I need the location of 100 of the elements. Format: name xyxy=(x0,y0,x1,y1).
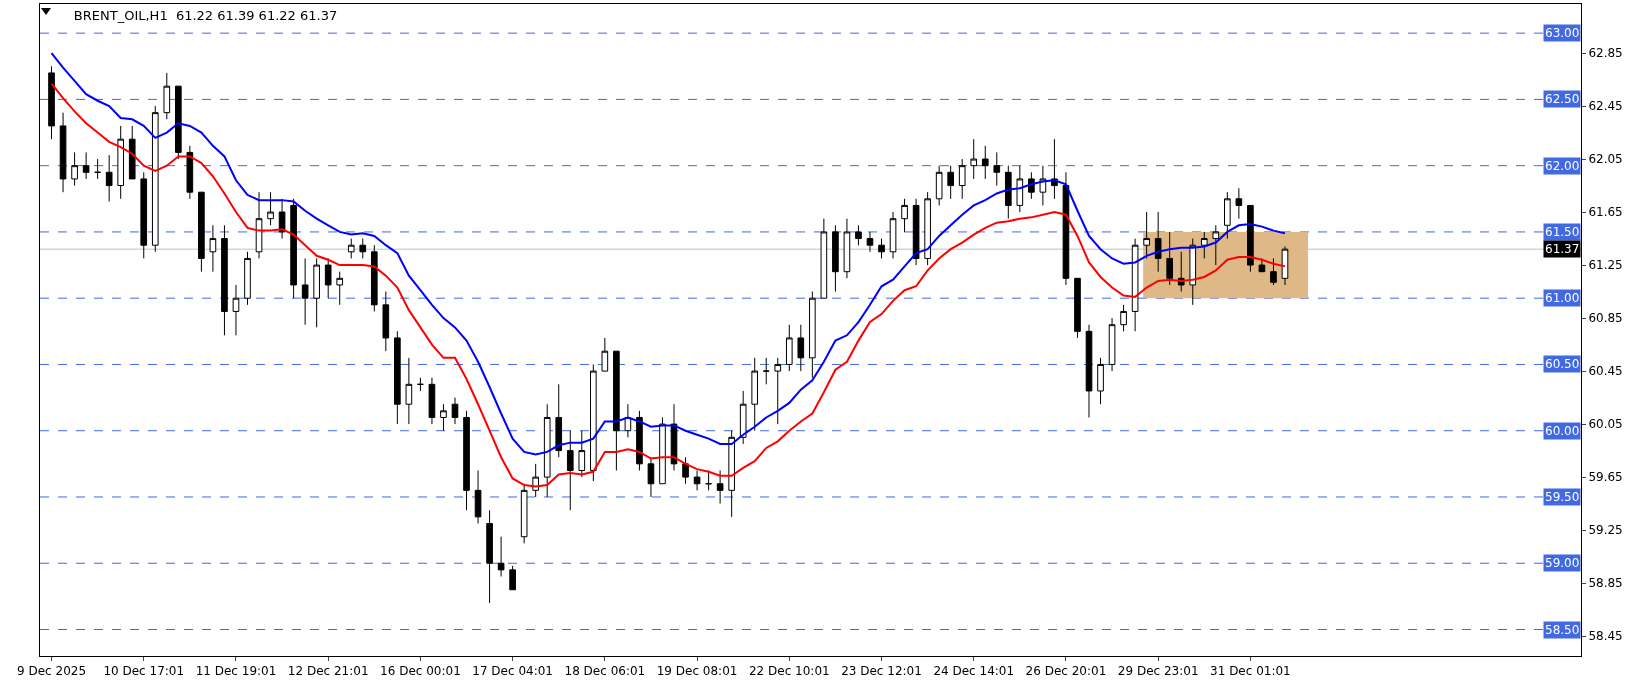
ref-line-label: 61.37 xyxy=(1545,242,1580,256)
candlestick xyxy=(947,165,954,200)
candlestick xyxy=(670,403,678,471)
candlestick xyxy=(1085,324,1093,418)
y-tick-label: 59.65 xyxy=(1588,470,1623,485)
candlestick xyxy=(336,271,344,306)
y-tick-label: 61.65 xyxy=(1588,205,1623,220)
candlestick xyxy=(659,416,666,485)
y-tick-label: 58.85 xyxy=(1588,576,1623,591)
candlestick xyxy=(1235,187,1243,220)
x-tick-label: 16 Dec 00:01 xyxy=(380,664,461,679)
candlestick xyxy=(613,350,620,471)
candlestick xyxy=(509,565,516,591)
y-tick-label: 60.85 xyxy=(1588,311,1623,326)
candlestick xyxy=(94,158,101,180)
ref-line-label: 61.50 xyxy=(1545,225,1580,239)
x-tick-label: 26 Dec 20:01 xyxy=(1025,664,1107,679)
y-tick-label: 58.45 xyxy=(1588,629,1623,644)
candlestick xyxy=(1016,165,1024,213)
y-tick-label: 62.85 xyxy=(1588,46,1623,61)
candlestick xyxy=(762,357,770,385)
candlestick xyxy=(486,509,493,604)
candlestick xyxy=(889,211,897,259)
x-tick-label: 18 Dec 06:01 xyxy=(564,664,646,679)
ref-line-label: 61.00 xyxy=(1545,291,1580,305)
y-tick-label: 61.25 xyxy=(1588,258,1623,273)
candlestick xyxy=(1270,257,1277,286)
candlestick xyxy=(1131,238,1139,332)
candlestick xyxy=(105,154,113,202)
candlestick xyxy=(555,383,563,458)
candlestick xyxy=(1247,204,1254,273)
y-tick-label: 60.05 xyxy=(1588,417,1623,432)
candlestick xyxy=(1212,224,1220,266)
candlestick xyxy=(244,251,251,306)
candlestick xyxy=(543,403,551,498)
candlestick xyxy=(797,324,805,372)
candlestick xyxy=(751,357,759,432)
candlestick xyxy=(198,191,205,273)
candlestick xyxy=(48,65,55,140)
candlestick xyxy=(739,390,747,445)
chart-title: BRENT_OIL,H1 61.22 61.39 61.22 61.37 xyxy=(73,7,338,23)
candlestick xyxy=(1189,238,1197,306)
candlestick xyxy=(394,330,401,425)
candlestick xyxy=(151,105,159,253)
candlestick xyxy=(981,145,989,180)
x-tick-label: 23 Dec 12:01 xyxy=(841,664,922,679)
x-tick-label: 11 Dec 19:01 xyxy=(195,664,277,679)
candlestick xyxy=(140,171,148,259)
candlestick xyxy=(1281,246,1289,286)
candlestick xyxy=(1108,317,1116,372)
ref-line-label: 60.00 xyxy=(1545,424,1580,438)
candlestick xyxy=(820,218,828,299)
candlestick xyxy=(175,85,182,160)
candlestick xyxy=(924,191,931,266)
candlestick xyxy=(578,430,586,478)
x-tick-label: 24 Dec 14:01 xyxy=(933,664,1015,679)
x-tick-label: 31 Dec 01:01 xyxy=(1210,664,1291,679)
candlestick xyxy=(463,410,470,511)
candlestick xyxy=(163,72,171,120)
y-tick-label: 60.45 xyxy=(1588,364,1623,379)
candlestick xyxy=(59,112,67,193)
candlestick xyxy=(290,198,297,299)
candlestick xyxy=(1120,304,1127,332)
candlestick xyxy=(682,456,689,485)
candlestick xyxy=(347,238,355,259)
candlestick xyxy=(451,397,459,425)
candlestick xyxy=(866,231,874,253)
candlestick xyxy=(935,165,943,206)
x-tick-label: 10 Dec 17:01 xyxy=(103,664,185,679)
candlestick xyxy=(958,158,966,200)
candlestick xyxy=(128,125,136,180)
candlestick xyxy=(1097,357,1104,405)
y-tick-label: 62.05 xyxy=(1588,152,1623,167)
candlestick xyxy=(324,257,332,299)
candlestick xyxy=(278,198,286,240)
candlestick xyxy=(855,224,862,246)
candlestick xyxy=(728,430,735,518)
ref-line-label: 63.00 xyxy=(1545,26,1580,40)
candlestick xyxy=(209,224,217,273)
candlestick xyxy=(1004,165,1012,220)
candlestick xyxy=(301,257,309,326)
candlestick xyxy=(912,198,920,266)
x-tick-label: 19 Dec 08:01 xyxy=(656,664,738,679)
candlestick xyxy=(843,218,851,279)
candlestick xyxy=(970,138,978,180)
candlestick xyxy=(878,238,885,259)
candlestick xyxy=(1143,211,1150,259)
candlestick xyxy=(716,469,724,505)
ref-line-label: 62.00 xyxy=(1545,159,1580,173)
candlestick xyxy=(785,324,793,372)
candlestick xyxy=(693,469,701,491)
candlestick xyxy=(370,244,378,312)
candlestick xyxy=(497,536,505,577)
x-tick-label: 29 Dec 23:01 xyxy=(1117,664,1199,679)
candlestick xyxy=(313,257,320,328)
candlestick xyxy=(601,337,609,372)
candlestick xyxy=(382,291,390,352)
ref-line-label: 58.50 xyxy=(1545,623,1580,637)
candlestick xyxy=(440,403,447,432)
y-tick-label: 62.45 xyxy=(1588,99,1623,114)
